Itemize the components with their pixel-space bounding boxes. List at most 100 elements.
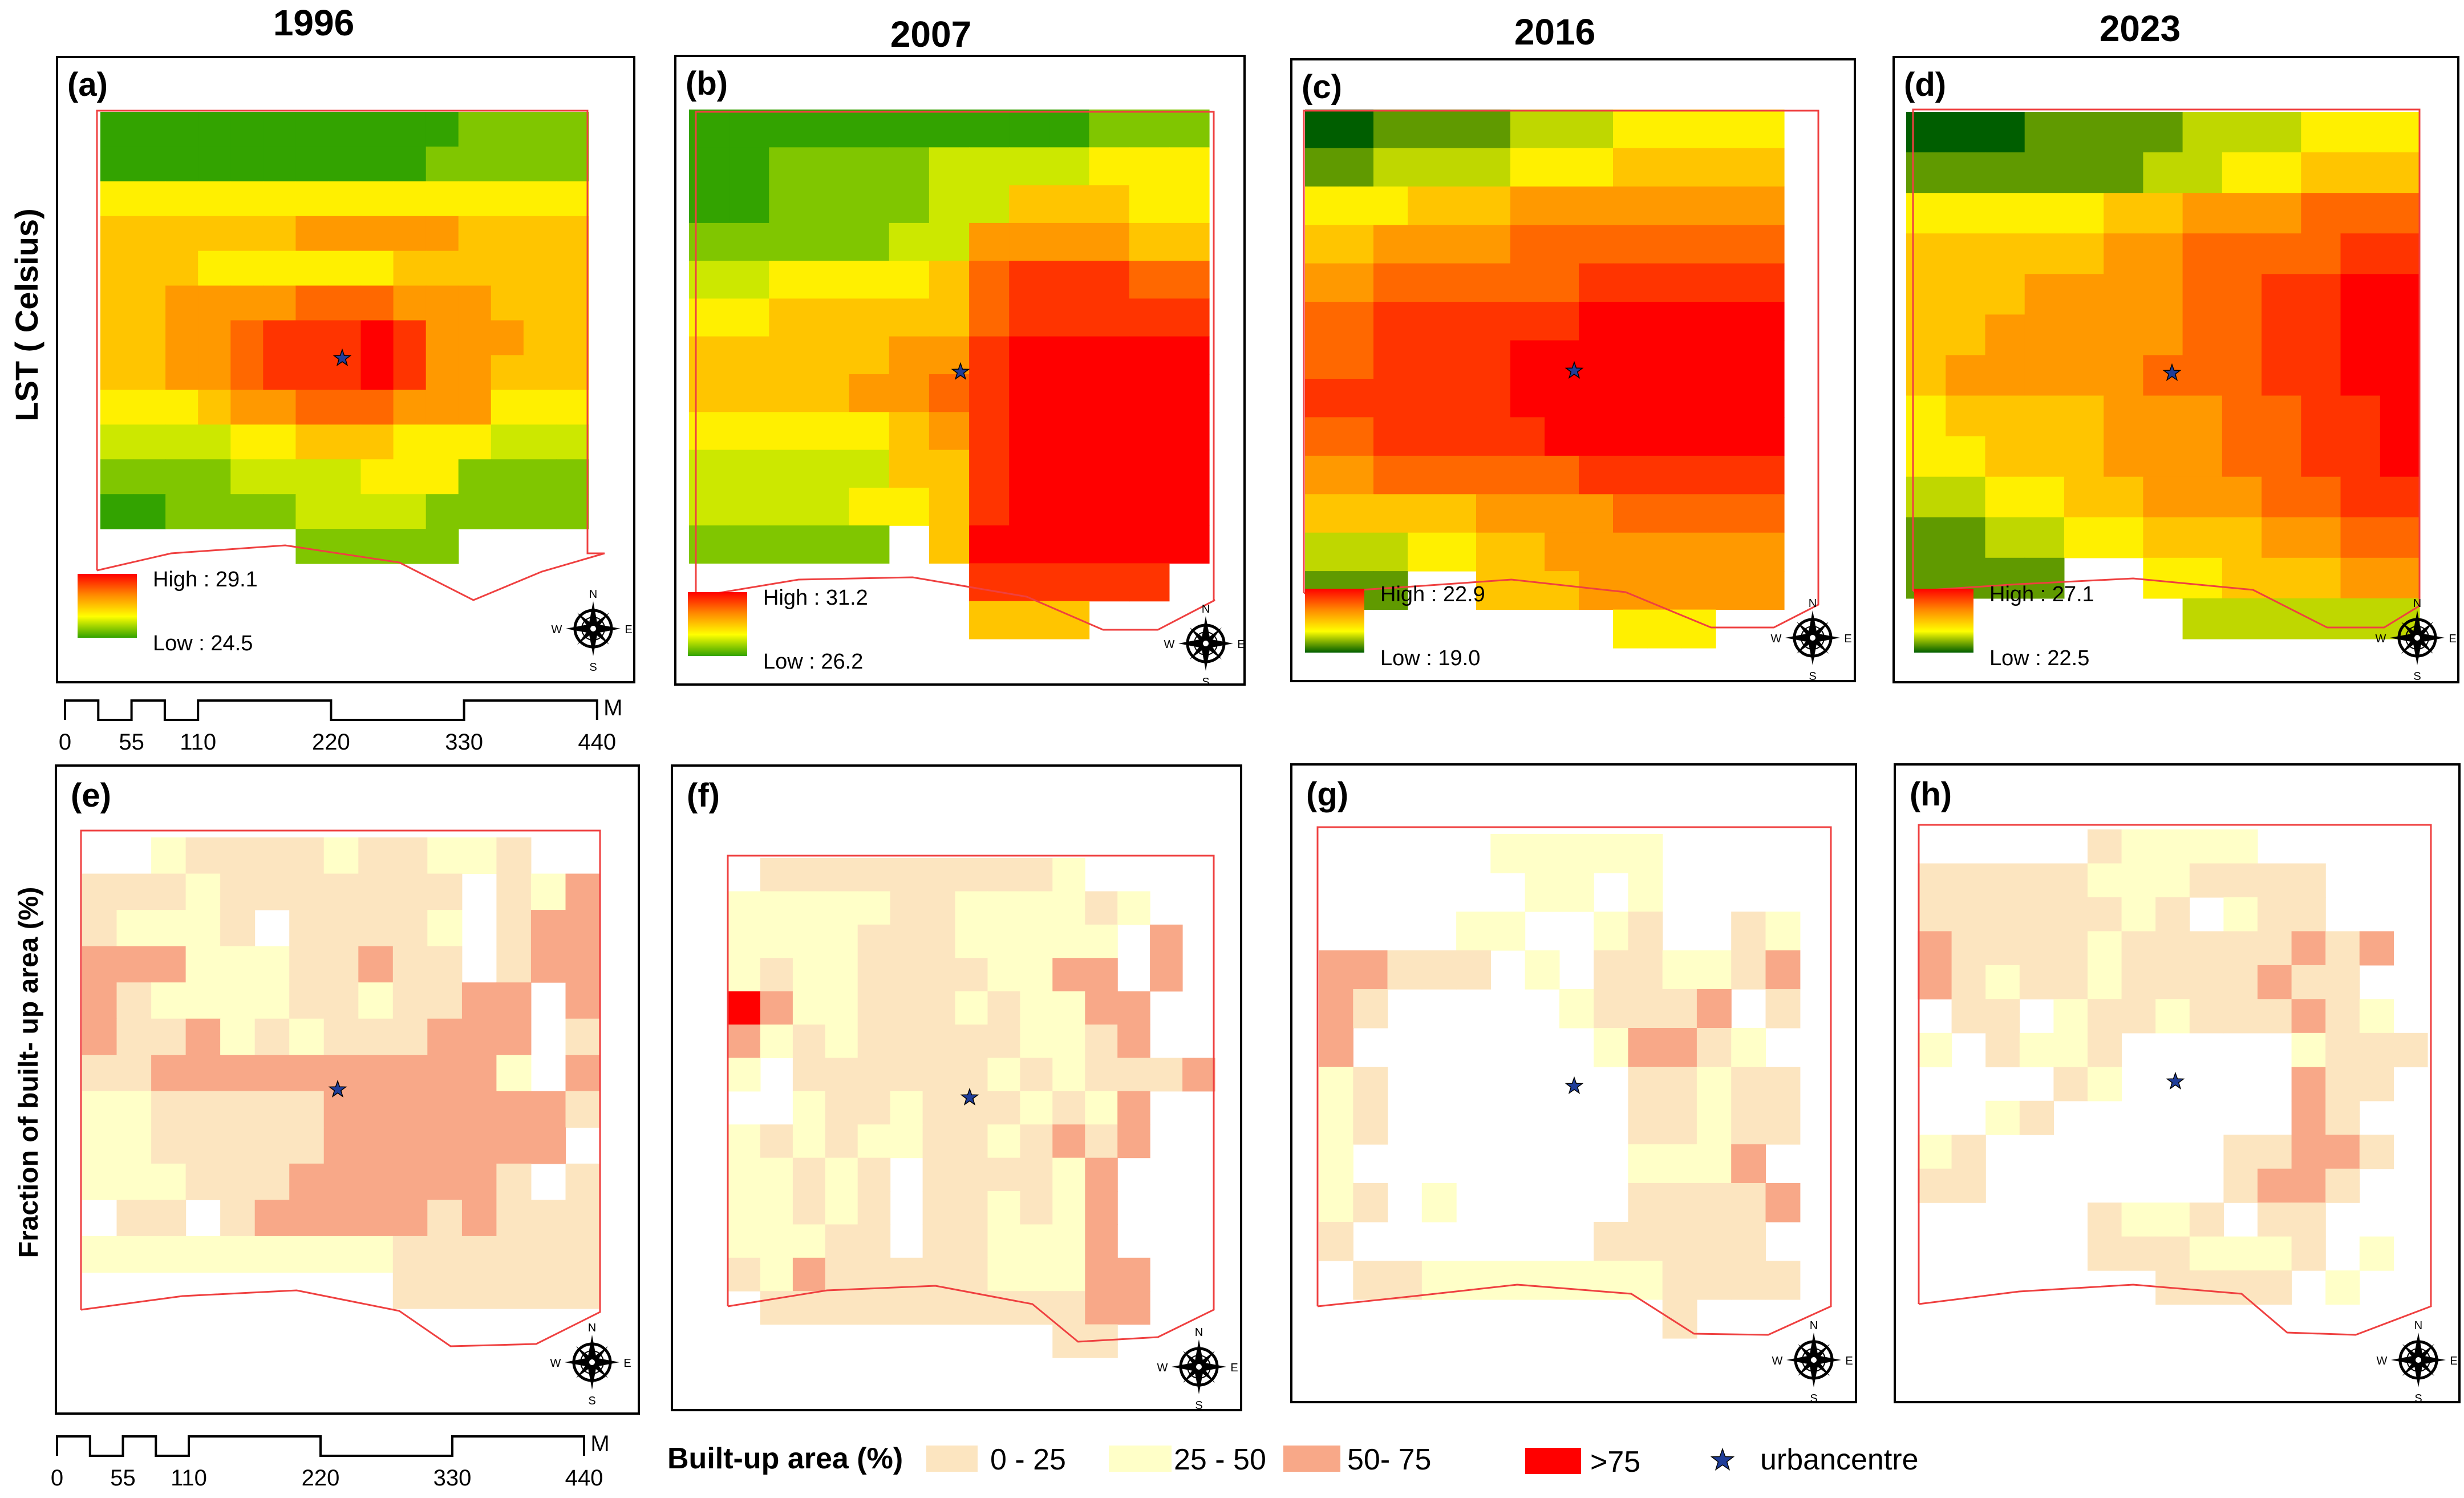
grid-cell	[1117, 891, 1150, 925]
grid-cell	[760, 858, 793, 892]
grid-cell	[1009, 450, 1049, 488]
grid-cell	[1510, 186, 1545, 225]
grid-cell	[1373, 186, 1408, 225]
grid-cell	[1052, 1224, 1085, 1258]
grid-cell	[1339, 110, 1374, 148]
grid-cell	[857, 1224, 891, 1258]
grid-cell	[1442, 340, 1477, 379]
grid-cell	[969, 450, 1010, 488]
grid-cell	[496, 1272, 532, 1309]
grid-cell	[2262, 112, 2301, 153]
grid-cell	[165, 424, 198, 460]
grid-cell	[1681, 302, 1716, 341]
grid-cell	[1545, 186, 1579, 225]
grid-cell	[728, 991, 761, 1025]
grid-cell	[2291, 1100, 2326, 1135]
grid-cell	[1373, 302, 1408, 341]
compass-e-label: E	[1237, 638, 1245, 651]
grid-cell	[1594, 1028, 1628, 1067]
city-boundary	[1918, 824, 2432, 1336]
grid-cell	[230, 250, 264, 286]
grid-cell	[1020, 1191, 1053, 1225]
grid-cell	[1750, 263, 1785, 302]
lst-legend-low: Low : 22.5	[1989, 646, 2089, 670]
grid-cell	[2222, 193, 2262, 234]
grid-cell	[955, 958, 988, 992]
grid-cell	[792, 991, 826, 1025]
grid-cell	[100, 355, 133, 390]
grid-cell	[969, 601, 1010, 639]
grid-cell	[1906, 112, 1946, 153]
grid-cell	[760, 1224, 793, 1258]
grid-cell	[2182, 152, 2223, 193]
grid-cell	[530, 1272, 566, 1309]
grid-cell	[929, 298, 970, 337]
grid-cell	[1421, 1183, 1457, 1222]
grid-cell	[360, 320, 394, 355]
grid-cell	[1442, 455, 1477, 495]
grid-cell	[254, 1091, 290, 1128]
grid-cell	[825, 1291, 858, 1325]
grid-cell	[133, 459, 166, 495]
grid-cell	[1009, 185, 1049, 224]
grid-cell	[133, 112, 166, 147]
grid-cell	[496, 1018, 532, 1055]
legend-label-over-75: >75	[1590, 1446, 1640, 1479]
grid-cell	[230, 285, 264, 321]
grid-cell	[1085, 1025, 1118, 1058]
grid-cell	[1020, 1124, 1053, 1159]
grid-cell	[254, 873, 290, 910]
grid-cell	[1647, 186, 1682, 225]
builtup-raster	[1918, 829, 2428, 1305]
grid-cell	[1510, 417, 1545, 456]
grid-cell	[2024, 436, 2065, 477]
grid-cell	[458, 355, 492, 390]
grid-cell	[809, 525, 850, 564]
grid-cell	[729, 185, 769, 224]
grid-cell	[393, 285, 427, 321]
grid-cell	[1049, 450, 1090, 488]
grid-cell	[2222, 152, 2262, 193]
grid-cell	[1339, 225, 1374, 264]
panel-tag: (h)	[1910, 776, 1952, 813]
grid-cell	[1579, 417, 1614, 456]
grid-cell	[955, 1257, 988, 1291]
grid-cell	[1525, 873, 1560, 912]
grid-cell	[392, 1127, 428, 1164]
compass-s-label: S	[588, 1395, 595, 1407]
grid-cell	[151, 1127, 187, 1164]
grid-cell	[1906, 355, 1946, 396]
grid-cell	[323, 1200, 359, 1237]
grid-cell	[2380, 193, 2420, 234]
grid-cell	[392, 1055, 428, 1092]
grid-cell	[729, 412, 769, 451]
grid-cell	[1305, 532, 1340, 572]
grid-cell	[987, 1058, 1020, 1092]
grid-cell	[1510, 571, 1545, 610]
grid-cell	[1545, 379, 1579, 418]
grid-cell	[198, 459, 231, 495]
north-arrow-compass-icon: N S E W	[550, 1322, 631, 1407]
grid-cell	[1681, 110, 1716, 148]
grid-cell	[263, 250, 296, 286]
grid-cell	[393, 112, 427, 147]
grid-cell	[792, 1124, 826, 1159]
grid-cell	[360, 181, 394, 217]
grid-cell	[556, 112, 589, 147]
grid-cell	[289, 1200, 325, 1237]
grid-cell	[2104, 517, 2143, 558]
grid-cell	[922, 1025, 956, 1058]
grid-cell	[1089, 412, 1130, 451]
grid-cell	[220, 946, 256, 983]
grid-cell	[1647, 340, 1682, 379]
grid-cell	[987, 924, 1020, 958]
grid-cell	[1647, 417, 1682, 456]
grid-cell	[2359, 1236, 2394, 1271]
grid-cell	[809, 147, 850, 186]
grid-cell	[1985, 193, 2025, 234]
grid-cell	[392, 1091, 428, 1128]
grid-cell	[2104, 314, 2143, 356]
grid-cell	[1408, 417, 1442, 456]
grid-cell	[2121, 931, 2156, 966]
grid-cell	[1750, 186, 1785, 225]
